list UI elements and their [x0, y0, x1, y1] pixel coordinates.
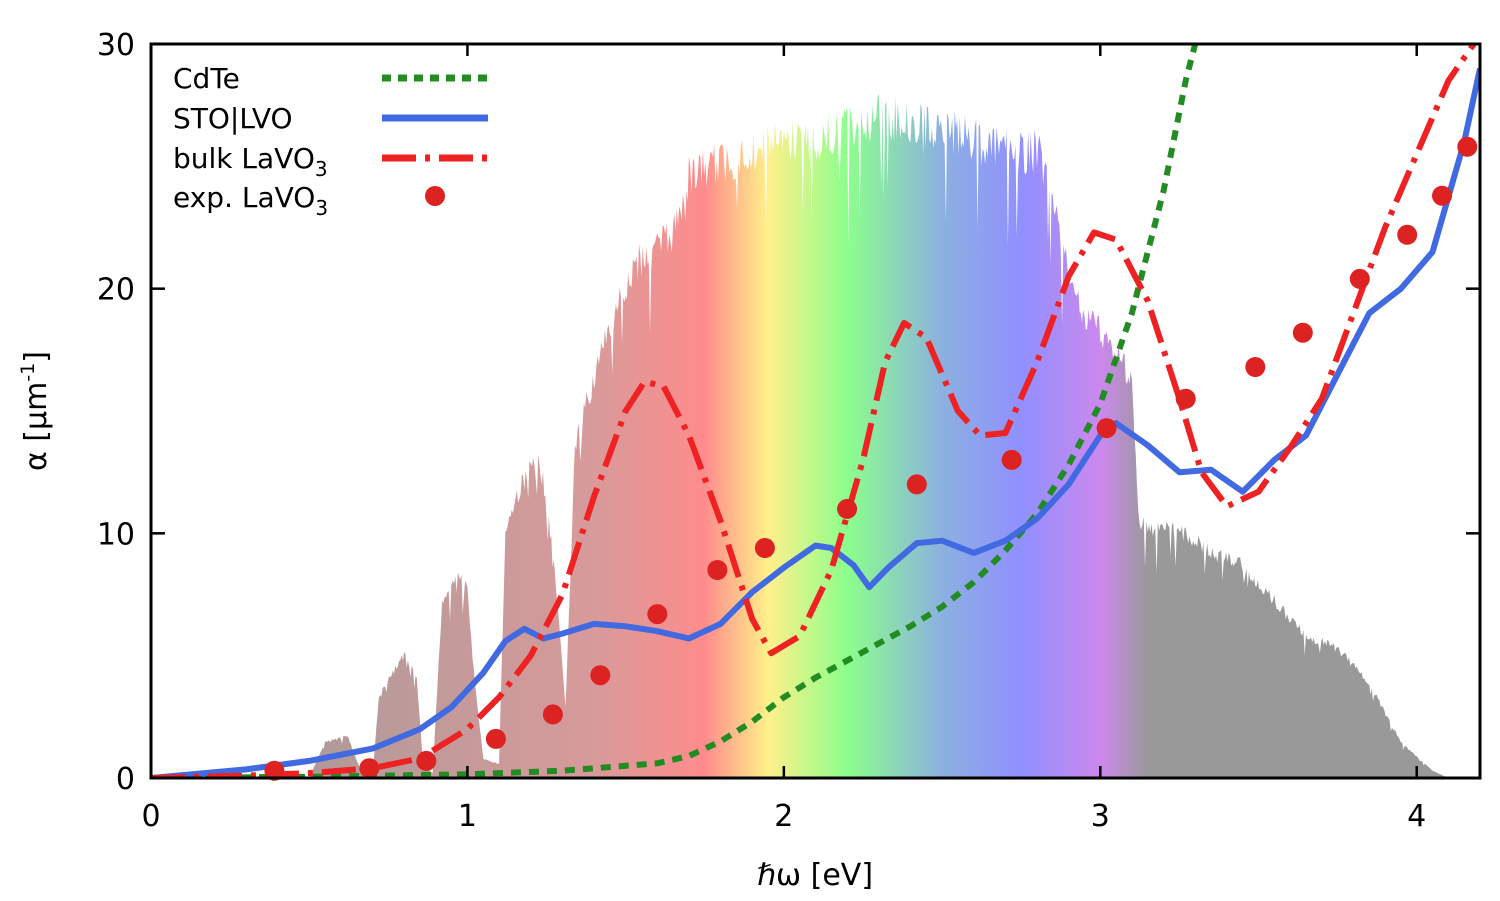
x-axis-label: ℏω [eV] — [757, 858, 873, 893]
legend-swatch-exp-lavo3 — [425, 186, 445, 206]
y-axis-label-main: α [μm — [19, 382, 54, 471]
legend-label-bulk-lavo3: bulk LaVO3 — [173, 142, 328, 181]
exp-data-point — [647, 604, 668, 625]
plot-frame — [149, 42, 1482, 780]
legend-label-bulk-lavo3-main: bulk LaVO — [173, 142, 315, 175]
legend-label-exp-lavo3: exp. LaVO3 — [173, 181, 328, 220]
series-line-1 — [151, 67, 1480, 778]
x-tick-label: 3 — [1091, 799, 1110, 834]
exp-data-point — [1432, 185, 1452, 206]
legend-label-exp-lavo3-main: exp. LaVO — [173, 181, 315, 214]
exp-data-point — [264, 760, 285, 781]
exp-data-point — [1175, 388, 1196, 409]
exp-data-point — [1096, 418, 1117, 439]
legend-label-sto-lvo: STO|LVO — [173, 102, 293, 135]
x-tick-label: 1 — [458, 799, 477, 834]
exp-data-point — [837, 498, 858, 519]
legend-label-cdte: CdTe — [173, 62, 240, 95]
exp-data-point — [542, 704, 563, 725]
exp-data-point — [359, 758, 380, 779]
series-line-0 — [151, 44, 1199, 778]
y-axis-label-close: ] — [19, 351, 54, 363]
solar-spectrum-area — [151, 93, 1480, 778]
y-tick-label: 30 — [97, 28, 135, 63]
exp-data-point — [1245, 357, 1266, 377]
exp-data-point — [590, 665, 611, 686]
x-tick-label: 4 — [1407, 799, 1426, 834]
exp-data-point — [416, 750, 437, 771]
y-axis-label: α [μm-1] — [17, 351, 54, 471]
x-tick-label: 0 — [141, 799, 160, 834]
y-axis-label-superscript: -1 — [17, 363, 39, 382]
exp-data-point — [485, 728, 506, 749]
legend-background — [162, 56, 502, 224]
exp-data-point — [1457, 136, 1478, 157]
exp-data-point — [707, 560, 728, 580]
exp-data-point — [1001, 449, 1022, 470]
legend-label-bulk-lavo3-sub: 3 — [315, 157, 328, 181]
exp-data-point — [754, 538, 775, 558]
x-tick-label: 2 — [774, 799, 793, 834]
y-tick-label: 0 — [116, 762, 135, 797]
exp-data-point — [906, 474, 927, 495]
exp-data-point — [1349, 268, 1370, 289]
series-line-2 — [151, 44, 1477, 778]
y-tick-label: 20 — [97, 273, 135, 308]
exp-data-point — [1292, 322, 1313, 343]
exp-data-point — [1397, 224, 1418, 245]
y-tick-label: 10 — [97, 517, 135, 552]
legend: CdTe STO|LVO bulk LaVO3 exp. LaVO3 — [162, 56, 502, 224]
legend-label-exp-lavo3-sub: 3 — [315, 196, 328, 220]
